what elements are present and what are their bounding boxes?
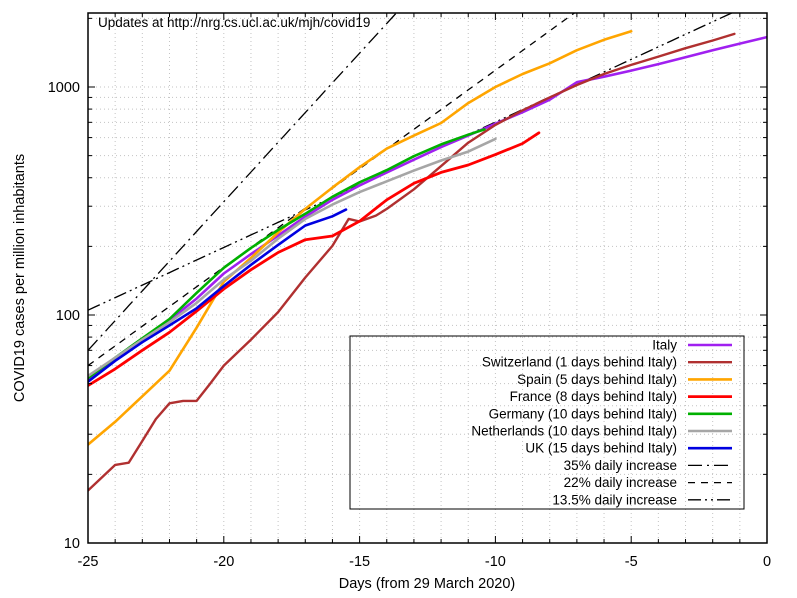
series-line-germany [88,128,486,380]
legend-label: Netherlands (10 days behind Italy) [471,424,677,439]
legend-label: Switzerland (1 days behind Italy) [482,355,677,370]
axes [87,12,768,544]
legend-label: Germany (10 days behind Italy) [489,406,677,421]
chart-note-url: Updates at http://nrg.cs.ucl.ac.uk/mjh/c… [98,15,370,30]
series-line-france [88,131,541,388]
y-tick-label: 1000 [48,80,80,96]
legend: Italy Switzerland (1 days behind Italy) Sp… [349,335,745,510]
legend-label: UK (15 days behind Italy) [525,441,677,456]
reference-line-35pct [88,13,398,351]
legend-entry-4: Germany (10 days behind Italy) [489,406,732,421]
legend-box [349,335,745,510]
y-tick-label: 10 [64,536,80,552]
legend-entry-8: 22% daily increase [564,475,732,490]
legend-entry-9: 13.5% daily increase [552,492,732,507]
y-tick-labels: 10 100 1000 [48,80,80,552]
x-tick-label: -15 [349,554,370,570]
series-line-switzerland [88,32,736,492]
legend-entry-7: 35% daily increase [564,458,732,473]
legend-label: 22% daily increase [564,475,677,490]
reference-lines [88,13,734,367]
series-line-uk [88,208,348,384]
legend-label: Spain (5 days behind Italy) [517,372,677,387]
reference-line-22pct [88,13,576,367]
legend-entry-1: Switzerland (1 days behind Italy) [482,355,732,370]
y-axis-title: COVID19 cases per million inhabitants [12,154,28,402]
legend-entry-3: France (8 days behind Italy) [510,389,732,404]
legend-entry-2: Spain (5 days behind Italy) [517,372,732,387]
legend-entry-0: Italy [652,338,732,353]
x-tick-label: -10 [485,554,506,570]
x-tick-label: -5 [625,554,638,570]
series-line-netherlands [88,137,497,378]
reference-line-13.5pct [88,13,734,311]
data-series [88,29,767,492]
legend-label: France (8 days behind Italy) [510,389,677,404]
x-tick-label: 0 [763,554,771,570]
x-tick-labels: -25 -20 -15 -10 -5 0 [78,554,772,570]
x-tick-label: -25 [78,554,99,570]
legend-label: 35% daily increase [564,458,677,473]
gridlines [87,13,768,543]
legend-label: Italy [652,338,677,353]
legend-entry-6: UK (15 days behind Italy) [525,441,732,456]
series-line-spain [88,29,633,446]
x-axis-title: Days (from 29 March 2020) [339,576,515,592]
legend-entry-5: Netherlands (10 days behind Italy) [471,424,732,439]
series-line-italy [88,35,767,382]
legend-label: 13.5% daily increase [552,492,677,507]
y-tick-label: 100 [56,308,80,324]
x-tick-label: -20 [213,554,234,570]
